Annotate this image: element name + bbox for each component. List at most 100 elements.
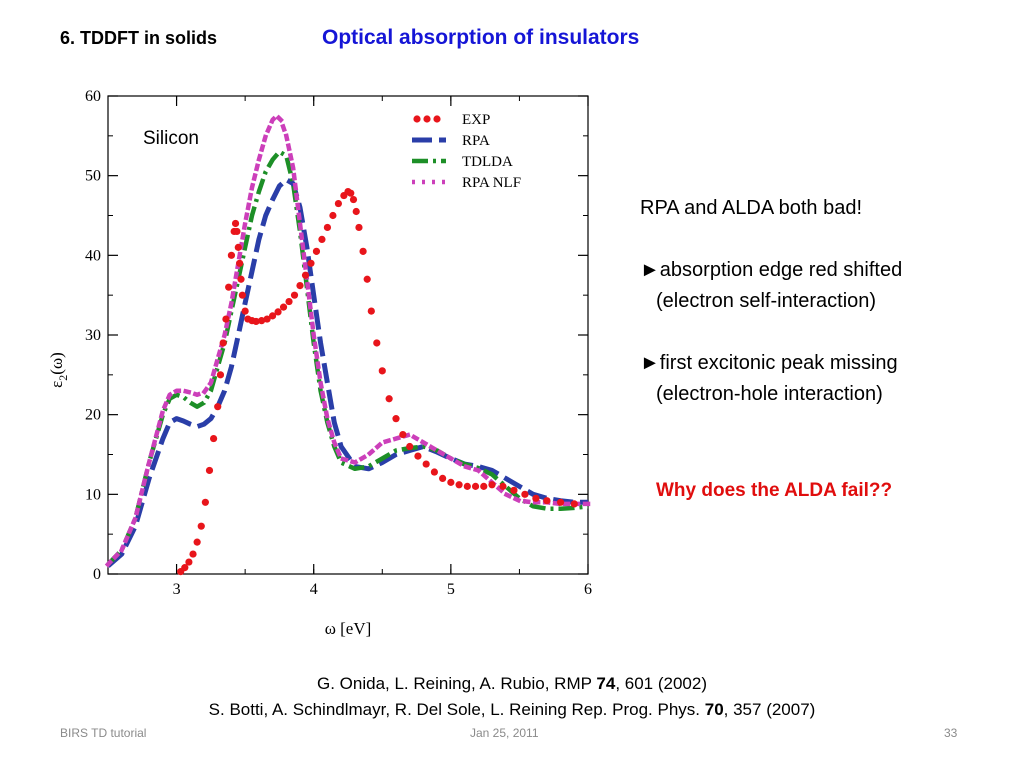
series-exp [177, 188, 578, 576]
data-point-exp [543, 497, 551, 505]
data-point-exp [352, 207, 360, 216]
notes-bullet-1: ►absorption edge red shifted [640, 255, 902, 286]
data-point-exp [488, 481, 496, 489]
data-point-exp [274, 308, 282, 316]
data-point-exp [231, 219, 240, 228]
data-point-exp [414, 452, 422, 460]
data-point-exp [521, 490, 529, 498]
data-point-exp [312, 247, 321, 255]
footer-date: Jan 25, 2011 [470, 726, 539, 740]
data-point-exp [422, 460, 430, 468]
y-tick-label: 50 [85, 168, 101, 185]
y-axis-label-suffix: (ω) [47, 352, 66, 375]
data-point-exp [193, 538, 201, 546]
plot-frame [107, 95, 589, 575]
x-tick-label: 5 [447, 581, 455, 598]
data-point-exp [439, 474, 447, 482]
data-point-exp [205, 466, 214, 475]
reference-1-pages: , 601 (2002) [615, 674, 707, 693]
legend-swatch-exp [423, 115, 431, 123]
data-point-exp [318, 235, 326, 243]
reference-2-authors: S. Botti, A. Schindlmayr, R. Del Sole, L… [208, 700, 705, 719]
chart-annotation: Silicon [143, 128, 199, 149]
x-tick-label: 6 [584, 581, 592, 598]
data-point-exp [556, 498, 565, 506]
data-point-exp [499, 482, 507, 490]
data-point-exp [334, 199, 342, 208]
data-point-exp [268, 312, 277, 320]
data-point-exp [359, 247, 367, 255]
question-text: Why does the ALDA fail?? [656, 480, 893, 501]
data-point-exp [385, 395, 393, 403]
y-tick-label: 20 [85, 407, 101, 424]
data-point-exp [510, 486, 518, 494]
data-point-exp [214, 403, 222, 411]
data-point-exp [471, 482, 480, 490]
data-point-exp [197, 522, 205, 530]
notes-spacer [640, 317, 902, 348]
notes-bullet-2: ►first excitonic peak missing [640, 348, 902, 379]
notes-line-summary: RPA and ALDA both bad! [640, 197, 863, 219]
data-point-exp [222, 315, 230, 323]
reference-2-pages: , 357 (2007) [723, 700, 816, 719]
data-point-exp [455, 481, 463, 489]
data-point-exp [307, 259, 315, 267]
notes-spacer [640, 224, 902, 255]
data-point-exp [181, 564, 189, 572]
legend-label-tdlda: TDLDA [462, 154, 513, 170]
y-tick-label: 30 [85, 327, 101, 344]
bullet-1-line-1: absorption edge red shifted [659, 259, 903, 281]
x-axis-label: ω [eV] [325, 619, 372, 638]
data-point-exp [447, 478, 455, 486]
y-tick-label: 0 [93, 566, 101, 583]
series-layer [104, 113, 591, 576]
data-point-exp [290, 291, 299, 299]
y-axis-label-main: ε [47, 381, 66, 388]
data-point-exp [285, 297, 293, 306]
bullet-marker: ► [640, 259, 660, 281]
data-point-exp [367, 307, 375, 315]
data-point-exp [347, 189, 355, 197]
data-point-exp [225, 283, 233, 291]
data-point-exp [392, 415, 400, 423]
reference-1: G. Onida, L. Reining, A. Rubio, RMP 74, … [0, 674, 1024, 694]
bullet-2-line-1: first excitonic peak missing [659, 352, 898, 374]
data-point-exp [296, 282, 304, 290]
reference-2: S. Botti, A. Schindlmayr, R. Del Sole, L… [0, 700, 1024, 720]
data-point-exp [399, 430, 407, 439]
data-point-exp [189, 550, 197, 558]
bullet-1-line-2: (electron self-interaction) [656, 290, 877, 312]
reference-1-authors: G. Onida, L. Reining, A. Rubio, RMP [317, 674, 597, 693]
data-point-exp [378, 367, 386, 375]
data-point-exp [252, 317, 260, 326]
data-point-exp [234, 243, 242, 251]
data-point-exp [227, 251, 236, 259]
data-point-exp [233, 227, 241, 236]
data-point-exp [241, 307, 249, 315]
notes-block: RPA and ALDA both bad! ►absorption edge … [640, 193, 902, 410]
y-axis-label-sub: 2 [56, 375, 70, 381]
y-tick-label: 60 [85, 88, 101, 105]
series-line-tdlda [106, 149, 589, 566]
data-point-exp [373, 339, 381, 347]
slide-title: Optical absorption of insulators [322, 26, 640, 49]
data-point-exp [258, 317, 266, 325]
y-axis-label: ε2(ω) [47, 352, 70, 388]
legend-label-rpa-nlf: RPA NLF [462, 175, 521, 191]
data-point-exp [570, 500, 578, 508]
data-point-exp [329, 211, 337, 220]
data-point-exp [355, 223, 363, 232]
data-point-exp [185, 558, 193, 566]
data-point-exp [210, 434, 218, 443]
y-tick-label: 10 [85, 486, 101, 503]
reference-1-volume: 74 [596, 674, 616, 693]
data-point-exp [323, 223, 332, 232]
series-line-rpa [106, 177, 588, 568]
data-point-exp [430, 468, 438, 476]
data-point-exp [263, 315, 271, 323]
data-point-exp [201, 498, 209, 506]
data-point-exp [237, 275, 245, 283]
data-point-exp [216, 371, 225, 379]
x-tick-label: 4 [310, 581, 318, 598]
